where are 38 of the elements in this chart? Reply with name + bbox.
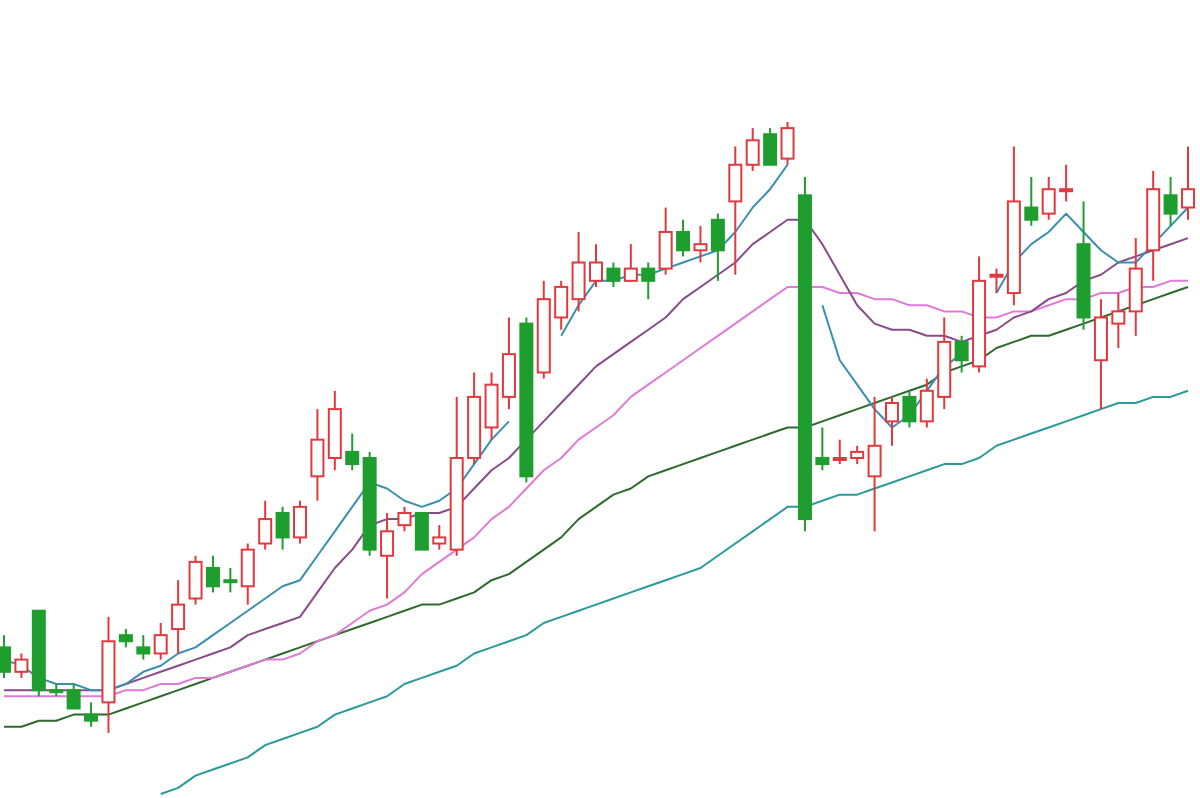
candlestick bbox=[84, 701, 99, 728]
candlestick bbox=[1181, 145, 1195, 221]
candlestick bbox=[885, 395, 899, 447]
candlestick bbox=[954, 334, 969, 374]
candlestick bbox=[240, 542, 255, 606]
candlestick bbox=[1024, 175, 1039, 227]
candlestick bbox=[414, 511, 429, 551]
candlestick bbox=[606, 261, 621, 288]
candlestick bbox=[658, 206, 673, 276]
candlestick bbox=[310, 408, 325, 502]
candlestick bbox=[763, 127, 778, 166]
candlestick bbox=[171, 579, 186, 655]
candlestick bbox=[397, 505, 412, 533]
candlestick bbox=[623, 243, 638, 282]
candlestick bbox=[432, 524, 447, 551]
candlestick bbox=[867, 395, 882, 533]
candlestick bbox=[118, 628, 133, 649]
candlestick bbox=[153, 621, 168, 661]
candlestick bbox=[380, 511, 395, 600]
candlestick bbox=[188, 554, 203, 606]
candlestick bbox=[1163, 175, 1178, 227]
candlestick bbox=[728, 145, 743, 276]
candlestick bbox=[780, 121, 795, 166]
candlestick bbox=[14, 652, 29, 679]
candlestick bbox=[345, 432, 360, 472]
candlestick bbox=[710, 212, 725, 282]
candlestick bbox=[293, 499, 307, 545]
candlestick bbox=[745, 127, 760, 172]
candlestick bbox=[676, 218, 691, 258]
candlestick bbox=[902, 389, 917, 429]
candlestick bbox=[1128, 237, 1143, 337]
candlestick bbox=[258, 499, 273, 551]
candlestick bbox=[136, 634, 151, 661]
candlestick bbox=[693, 224, 708, 264]
candlestick bbox=[275, 505, 290, 551]
candlestick bbox=[66, 683, 81, 710]
candlestick bbox=[641, 261, 656, 301]
candlestick bbox=[989, 267, 1004, 295]
